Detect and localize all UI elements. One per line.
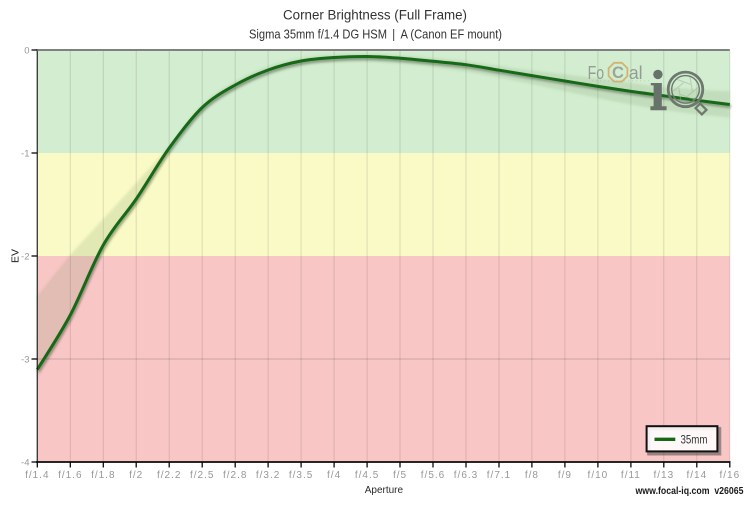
- svg-text:f/7.1: f/7.1: [487, 470, 511, 481]
- svg-text:f/16: f/16: [719, 470, 740, 481]
- svg-text:f/4.5: f/4.5: [355, 470, 379, 481]
- svg-text:f/10: f/10: [588, 470, 609, 481]
- svg-text:EV: EV: [10, 249, 22, 263]
- svg-text:f/2.5: f/2.5: [190, 470, 214, 481]
- svg-text:Fo: Fo: [588, 63, 605, 83]
- svg-text:-4: -4: [21, 457, 29, 468]
- svg-text:f/1.6: f/1.6: [58, 470, 82, 481]
- svg-text:f/2.8: f/2.8: [223, 470, 247, 481]
- svg-text:f/8: f/8: [525, 470, 539, 481]
- svg-text:Corner Brightness (Full Frame): Corner Brightness (Full Frame): [283, 8, 467, 23]
- svg-text:-3: -3: [21, 354, 29, 365]
- svg-text:f/1.8: f/1.8: [91, 470, 115, 481]
- svg-text:f/4: f/4: [327, 470, 341, 481]
- svg-text:f/3.5: f/3.5: [289, 470, 313, 481]
- svg-text:35mm: 35mm: [681, 433, 708, 447]
- svg-text:www.focal-iq.com v26065: www.focal-iq.com v26065: [635, 486, 744, 497]
- svg-text:f/1.4: f/1.4: [25, 470, 49, 481]
- svg-text:f/2.2: f/2.2: [157, 470, 181, 481]
- svg-text:f/2: f/2: [129, 470, 143, 481]
- svg-text:f/11: f/11: [621, 470, 641, 481]
- svg-text:al: al: [629, 63, 643, 83]
- svg-text:C: C: [612, 64, 624, 82]
- svg-text:f/3.2: f/3.2: [256, 470, 280, 481]
- svg-text:f/5: f/5: [393, 470, 407, 481]
- svg-text:Sigma 35mm f/1.4 DG HSM | A: Sigma 35mm f/1.4 DG HSM | A (Canon EF mo…: [249, 27, 502, 42]
- svg-text:f/6.3: f/6.3: [454, 470, 478, 481]
- svg-text:f/13: f/13: [653, 470, 674, 481]
- svg-text:-2: -2: [21, 251, 29, 262]
- svg-text:f/9: f/9: [558, 470, 572, 481]
- svg-text:f/14: f/14: [686, 470, 707, 481]
- svg-text:f/5.6: f/5.6: [421, 470, 445, 481]
- svg-text:Aperture: Aperture: [365, 485, 404, 496]
- svg-text:0: 0: [24, 45, 29, 56]
- svg-text:-1: -1: [21, 148, 29, 159]
